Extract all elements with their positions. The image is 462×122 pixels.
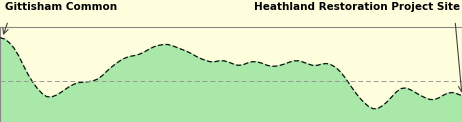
Text: Heathland Restoration Project Site: Heathland Restoration Project Site (254, 2, 460, 12)
Text: Gittisham Common: Gittisham Common (5, 2, 117, 12)
